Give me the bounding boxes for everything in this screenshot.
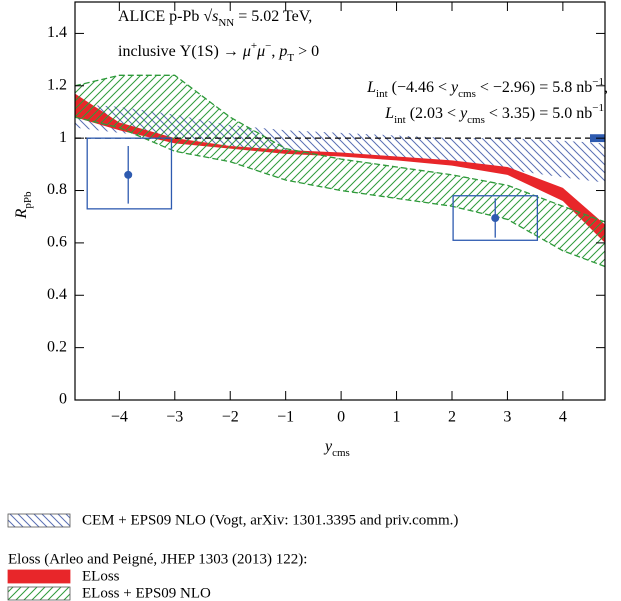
text-part: μ bbox=[242, 43, 251, 60]
text-part: (−4.46 < bbox=[388, 79, 451, 96]
annotation: ALICE p-Pb √sNN = 5.02 TeV, bbox=[118, 8, 312, 29]
annotation: Lint (2.03 < ycms < 3.35) = 5.0 nb−1 bbox=[384, 102, 604, 126]
text-part: int bbox=[394, 114, 406, 126]
text-part: L bbox=[366, 79, 376, 96]
band-edge bbox=[75, 74, 605, 223]
x-tick-label: −1 bbox=[277, 409, 294, 426]
text-part: + bbox=[251, 40, 257, 52]
y-tick-label: 0.6 bbox=[47, 234, 67, 251]
text-part: −1 bbox=[592, 102, 604, 114]
x-tick-label: 1 bbox=[393, 409, 401, 426]
text-part: , bbox=[271, 43, 279, 60]
text-part: μ bbox=[256, 43, 265, 60]
text-part: y bbox=[458, 105, 468, 122]
systematic-box bbox=[452, 195, 539, 241]
text-part: cms bbox=[458, 88, 476, 100]
text-part: ALICE p-Pb √ bbox=[118, 8, 212, 25]
x-axis-label: ycms bbox=[323, 438, 350, 459]
data-point bbox=[124, 170, 133, 179]
text-part: s bbox=[212, 8, 218, 25]
legend-group-title: Eloss (Arleo and Peigné, JHEP 1303 (2013… bbox=[8, 551, 307, 567]
text-part: NN bbox=[218, 17, 234, 29]
y-tick-label: 0 bbox=[59, 391, 67, 408]
x-tick-label: 4 bbox=[559, 409, 567, 426]
text-part: cms bbox=[467, 114, 485, 126]
text-part: y bbox=[323, 438, 333, 455]
text-part: > 0 bbox=[294, 43, 319, 60]
y-tick-label: 0.8 bbox=[47, 181, 67, 198]
x-tick-label: −3 bbox=[166, 409, 183, 426]
annotation: inclusive Υ(1S) → μ+μ−, pT > 0 bbox=[118, 40, 319, 64]
text-part: < −2.96) = 5.8 nb bbox=[476, 79, 592, 96]
annotation: Lint (−4.46 < ycms < −2.96) = 5.8 nb−1, bbox=[366, 76, 608, 100]
text-part: p bbox=[278, 43, 287, 60]
x-tick-label: 0 bbox=[337, 409, 345, 426]
plot-frame bbox=[74, 1, 606, 401]
text-part: y bbox=[449, 79, 459, 96]
text-part: int bbox=[376, 88, 388, 100]
band bbox=[75, 75, 605, 267]
text-part: pPb bbox=[22, 191, 34, 209]
legend-swatch bbox=[7, 569, 71, 584]
text-part: = 5.02 TeV, bbox=[234, 8, 312, 25]
text-part: cms bbox=[332, 447, 350, 459]
y-tick-label: 1.4 bbox=[47, 24, 67, 41]
legend-swatch bbox=[7, 513, 71, 528]
band-edge bbox=[75, 116, 605, 268]
y-tick-label: 0.4 bbox=[47, 286, 67, 303]
legend-label: CEM + EPS09 NLO (Vogt, arXiv: 1301.3395 … bbox=[82, 512, 458, 528]
legend-swatch bbox=[7, 586, 71, 601]
x-tick-label: 2 bbox=[448, 409, 456, 426]
y-tick-label: 0.2 bbox=[47, 338, 67, 355]
systematic-box bbox=[86, 137, 173, 210]
y-axis-label: RpPb bbox=[13, 191, 34, 219]
legend-label: ELoss + EPS09 NLO bbox=[82, 585, 211, 601]
text-part: inclusive Υ(1S) → bbox=[118, 43, 243, 60]
text-part: − bbox=[265, 40, 271, 52]
y-tick-label: 1.2 bbox=[47, 76, 67, 93]
text-part: R bbox=[13, 208, 30, 219]
x-tick-label: 3 bbox=[503, 409, 511, 426]
x-tick-label: −2 bbox=[222, 409, 239, 426]
data-point bbox=[491, 214, 500, 223]
text-part: T bbox=[287, 52, 294, 64]
legend-label: ELoss bbox=[82, 568, 120, 584]
text-part: −1 bbox=[592, 76, 604, 88]
text-part: (2.03 < bbox=[406, 105, 460, 122]
text-part: < 3.35) = 5.0 nb bbox=[485, 105, 592, 122]
text-part: , bbox=[604, 79, 608, 96]
y-tick-label: 1 bbox=[59, 129, 67, 146]
text-part: L bbox=[384, 105, 394, 122]
plot-area bbox=[75, 74, 605, 268]
band bbox=[75, 93, 605, 243]
x-tick-label: −4 bbox=[111, 409, 128, 426]
